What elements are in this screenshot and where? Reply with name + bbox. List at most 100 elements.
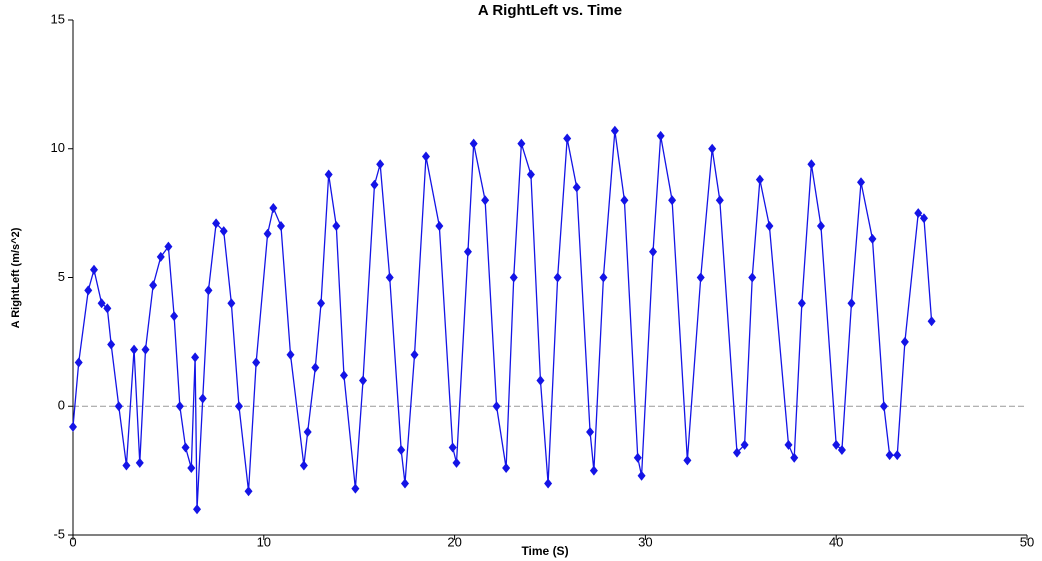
- x-tick-label: 10: [257, 534, 271, 549]
- point-marker: [187, 463, 196, 474]
- point-marker: [141, 344, 150, 355]
- point-marker: [219, 226, 228, 237]
- point-marker: [359, 375, 368, 386]
- point-marker: [198, 393, 207, 404]
- point-marker: [332, 221, 341, 231]
- y-tick-label: 0: [58, 398, 65, 413]
- point-marker: [114, 401, 123, 412]
- point-marker: [469, 138, 478, 149]
- point-marker: [637, 470, 646, 481]
- point-marker: [832, 439, 841, 450]
- point-marker: [252, 357, 261, 368]
- x-tick-label: 50: [1020, 534, 1034, 549]
- y-tick-label: 5: [58, 269, 65, 284]
- point-marker: [755, 174, 764, 185]
- point-marker: [696, 272, 705, 283]
- point-marker: [502, 463, 511, 474]
- point-marker: [656, 130, 665, 141]
- point-marker: [683, 455, 692, 466]
- point-marker: [790, 452, 799, 463]
- point-marker: [919, 213, 928, 224]
- y-tick-label: 10: [51, 140, 65, 155]
- point-marker: [620, 195, 629, 206]
- y-axis-label: A RightLeft (m/s^2): [10, 227, 22, 328]
- point-marker: [324, 169, 333, 180]
- point-marker: [526, 169, 535, 180]
- point-marker: [421, 151, 430, 162]
- point-marker: [244, 486, 253, 497]
- point-marker: [303, 427, 312, 437]
- point-marker: [857, 177, 866, 188]
- point-marker: [74, 357, 83, 368]
- point-marker: [715, 195, 724, 206]
- point-marker: [435, 221, 444, 231]
- point-marker: [317, 298, 326, 309]
- point-marker: [837, 445, 846, 456]
- point-marker: [175, 401, 184, 412]
- point-marker: [847, 298, 856, 309]
- point-marker: [103, 303, 112, 314]
- point-marker: [84, 285, 93, 296]
- point-marker: [668, 195, 677, 206]
- point-marker: [748, 272, 757, 283]
- point-marker: [193, 504, 202, 515]
- point-marker: [170, 311, 179, 322]
- point-marker: [234, 401, 243, 412]
- point-marker: [89, 264, 98, 275]
- point-marker: [410, 349, 419, 360]
- point-marker: [135, 457, 144, 468]
- point-marker: [563, 133, 572, 144]
- point-marker: [269, 202, 278, 213]
- point-marker: [376, 159, 385, 170]
- point-marker: [156, 251, 165, 262]
- point-marker: [263, 228, 272, 239]
- point-marker: [868, 233, 877, 244]
- point-marker: [311, 362, 320, 373]
- point-marker: [927, 316, 936, 327]
- point-marker: [370, 179, 379, 190]
- point-marker: [649, 246, 658, 257]
- x-tick-label: 30: [638, 534, 652, 549]
- point-marker: [544, 478, 553, 489]
- x-tick-label: 20: [447, 534, 461, 549]
- point-marker: [740, 439, 749, 450]
- point-marker: [732, 447, 741, 458]
- point-marker: [893, 450, 902, 461]
- point-marker: [900, 336, 909, 347]
- point-marker: [339, 370, 348, 381]
- point-marker: [351, 483, 360, 494]
- point-marker: [572, 182, 581, 193]
- point-marker: [784, 439, 793, 450]
- point-marker: [452, 457, 461, 468]
- point-marker: [181, 442, 190, 453]
- point-marker: [492, 401, 501, 412]
- point-marker: [633, 452, 642, 463]
- point-marker: [299, 460, 308, 471]
- point-marker: [448, 442, 457, 453]
- y-tick-label: -5: [53, 526, 65, 541]
- point-marker: [765, 221, 774, 231]
- point-marker: [807, 159, 816, 170]
- point-marker: [589, 465, 598, 476]
- point-marker: [69, 421, 77, 432]
- point-marker: [122, 460, 131, 471]
- point-marker: [385, 272, 394, 283]
- point-marker: [164, 241, 173, 252]
- point-marker: [517, 138, 526, 149]
- point-marker: [879, 401, 888, 412]
- point-marker: [204, 285, 213, 296]
- point-marker: [227, 298, 236, 309]
- point-marker: [149, 280, 158, 291]
- x-tick-label: 40: [829, 534, 843, 549]
- point-marker: [885, 450, 894, 461]
- point-marker: [191, 352, 200, 363]
- chart-title: A RightLeft vs. Time: [478, 2, 622, 19]
- point-marker: [130, 344, 139, 355]
- point-marker: [212, 218, 221, 229]
- y-tick-label: 15: [51, 11, 65, 26]
- point-marker: [536, 375, 545, 386]
- point-marker: [397, 445, 406, 456]
- point-marker: [797, 298, 806, 309]
